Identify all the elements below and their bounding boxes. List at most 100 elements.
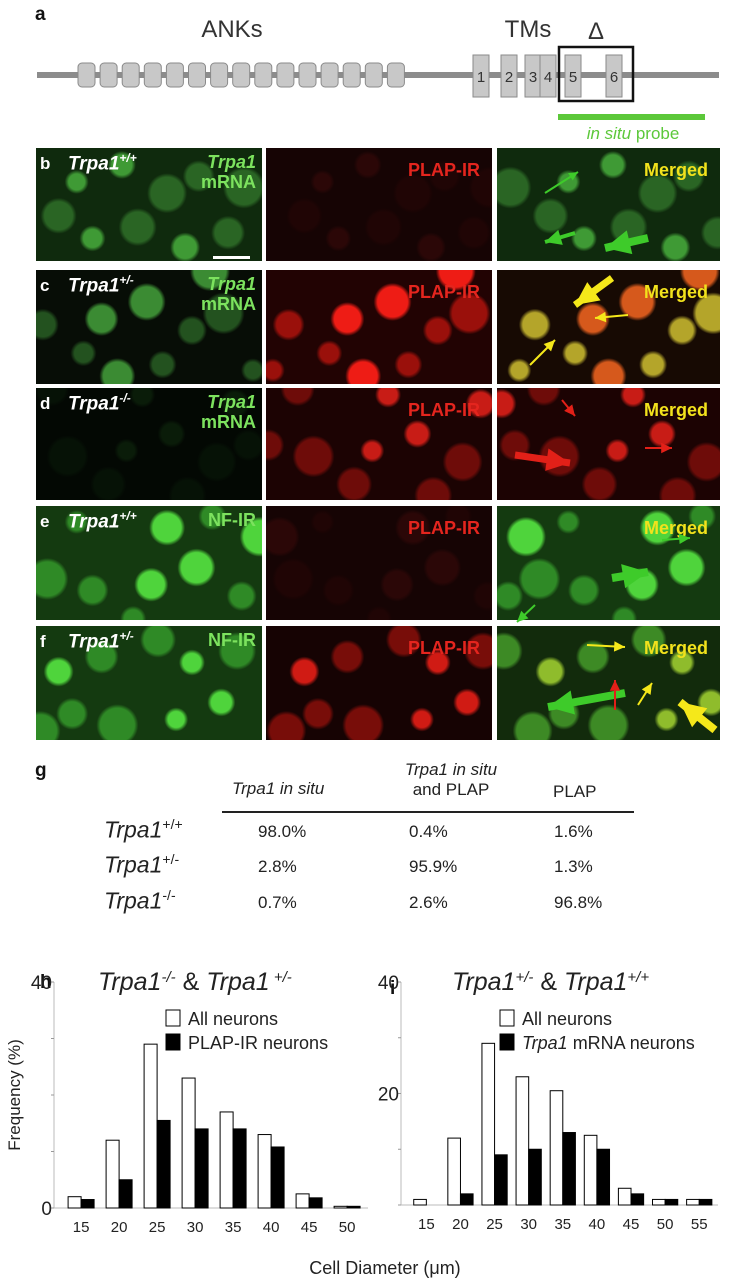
bar-all bbox=[413, 1198, 427, 1206]
bar-all bbox=[295, 1193, 310, 1209]
ankyrin-repeat-box bbox=[121, 62, 140, 88]
bar-all bbox=[652, 1198, 666, 1206]
scale-bar bbox=[213, 256, 250, 259]
channel-label: NF-IR bbox=[208, 630, 256, 650]
table-row-label: Trpa1+/- bbox=[104, 851, 180, 878]
table-header-2: Trpa1 in situ and PLAP bbox=[404, 760, 498, 799]
merged-label: Merged bbox=[643, 160, 708, 180]
bar-subset bbox=[494, 1154, 508, 1206]
table-cell: 96.8% bbox=[554, 893, 603, 912]
chart-title: Trpa1-/- & Trpa1 +/- bbox=[98, 968, 292, 996]
bar-subset bbox=[308, 1197, 323, 1209]
x-tick-label: 25 bbox=[149, 1219, 166, 1236]
deletion-box bbox=[557, 45, 635, 103]
x-tick-label: 50 bbox=[657, 1216, 674, 1233]
x-tick-label: 35 bbox=[554, 1216, 571, 1233]
x-tick-label: 55 bbox=[691, 1216, 708, 1233]
tm-number: 4 bbox=[544, 69, 552, 86]
micrograph-e-2: PLAP-IR bbox=[266, 506, 492, 620]
tm-box-4: 4 bbox=[539, 54, 557, 98]
bar-subset bbox=[596, 1148, 611, 1206]
x-tick-label: 35 bbox=[225, 1219, 242, 1236]
table-row-label: Trpa1-/- bbox=[104, 887, 176, 914]
genotype-label: Trpa1-/- bbox=[68, 391, 131, 415]
plap-ir-label: PLAP-IR bbox=[408, 282, 480, 302]
micrograph-d-1: d Trpa1-/- Trpa1 mRNA bbox=[36, 388, 262, 500]
table-header-3: PLAP bbox=[553, 782, 597, 801]
plap-ir-label: PLAP-IR bbox=[408, 400, 480, 420]
bar-all bbox=[447, 1137, 461, 1206]
ankyrin-repeat-box bbox=[210, 62, 229, 88]
x-tick-label: 15 bbox=[418, 1216, 435, 1233]
table-cell: 2.6% bbox=[409, 893, 448, 912]
chart-i: Trpa1+/- & Trpa1+/+ 20 40 15 20 25 30 35 40 45 50 5… bbox=[378, 968, 718, 1233]
table-row-label: Trpa1+/+ bbox=[104, 816, 183, 843]
micrograph-b-2: PLAP-IR bbox=[266, 148, 492, 261]
ankyrin-repeat-box bbox=[188, 62, 206, 88]
micrograph-f-1: f Trpa1+/- NF-IR bbox=[36, 626, 262, 740]
y-tick-label: 20 bbox=[378, 1085, 399, 1106]
y-tick-label: 40 bbox=[31, 973, 52, 994]
x-tick-label: 15 bbox=[73, 1219, 90, 1236]
bar-all bbox=[617, 1187, 632, 1206]
ankyrin-repeat-box bbox=[232, 62, 251, 88]
ankyrin-repeat-box bbox=[364, 62, 383, 88]
in-situ-probe-bar bbox=[558, 114, 705, 120]
bar-all bbox=[143, 1043, 158, 1209]
micrograph-c-1: c Trpa1+/- Trpa1 mRNA bbox=[36, 270, 262, 384]
x-axis-label: Cell Diameter (μm) bbox=[309, 1258, 460, 1278]
bar-subset bbox=[270, 1146, 285, 1209]
x-tick-label: 40 bbox=[263, 1219, 280, 1236]
tm-box-1: 1 bbox=[472, 54, 490, 98]
bar-subset bbox=[156, 1119, 171, 1209]
chart-h: Trpa1-/- & Trpa1 +/- 0 40 Frequency (%) 15 20… bbox=[5, 968, 368, 1236]
micrograph-e-1: e Trpa1+/+ NF-IR bbox=[36, 506, 262, 620]
genotype-label: Trpa1+/+ bbox=[68, 151, 137, 175]
tm-number: 1 bbox=[477, 69, 485, 86]
tm-box-3: 3 bbox=[524, 54, 542, 98]
bar-subset bbox=[232, 1128, 247, 1209]
bar-all bbox=[481, 1042, 496, 1206]
merged-label: Merged bbox=[643, 518, 708, 538]
tm-box-6: 6 bbox=[605, 54, 623, 98]
ankyrin-repeat-box bbox=[143, 62, 162, 88]
panel-letter-h: h bbox=[40, 972, 52, 993]
tm-number: 2 bbox=[505, 69, 513, 86]
bar-all bbox=[105, 1139, 120, 1209]
table-cell: 95.9% bbox=[409, 857, 458, 876]
ankyrin-repeat-box bbox=[320, 62, 339, 88]
bar-subset bbox=[664, 1198, 679, 1206]
panel-letter-f: f bbox=[40, 632, 46, 651]
bar-all bbox=[333, 1205, 348, 1209]
table-rule bbox=[222, 811, 634, 813]
table-header-1: Trpa1 in situ bbox=[232, 779, 325, 798]
bar-subset bbox=[698, 1198, 713, 1206]
ankyrin-repeats bbox=[77, 62, 405, 88]
panel-letter-i: i bbox=[390, 978, 396, 999]
bar-all bbox=[67, 1196, 82, 1209]
bar-subset bbox=[459, 1193, 474, 1206]
x-tick-label: 50 bbox=[339, 1219, 356, 1236]
panel-letter-b: b bbox=[40, 154, 51, 173]
chart-title: Trpa1+/- & Trpa1+/+ bbox=[452, 968, 649, 996]
table-cell: 2.8% bbox=[258, 857, 297, 876]
panel-letter-a: a bbox=[35, 4, 46, 25]
legend-label: PLAP-IR neurons bbox=[188, 1033, 328, 1053]
x-tick-label: 40 bbox=[589, 1216, 606, 1233]
table-cell: 1.6% bbox=[554, 822, 593, 841]
channel-label: NF-IR bbox=[208, 510, 256, 530]
bar-subset bbox=[630, 1193, 645, 1206]
micrograph-c-3: Merged bbox=[497, 270, 720, 384]
bar-all bbox=[257, 1134, 272, 1209]
channel-label: Trpa1 mRNA bbox=[200, 274, 256, 314]
genotype-label: Trpa1+/- bbox=[68, 273, 134, 297]
y-tick-label: 0 bbox=[41, 1199, 52, 1220]
x-tick-label: 30 bbox=[520, 1216, 537, 1233]
micrograph-e-3: Merged bbox=[497, 506, 720, 620]
bar-subset bbox=[562, 1132, 576, 1206]
bar-all bbox=[515, 1076, 530, 1206]
ankyrin-repeat-box bbox=[386, 62, 405, 88]
micrograph-b-3: Merged bbox=[497, 148, 720, 261]
table-cell: 0.7% bbox=[258, 893, 297, 912]
